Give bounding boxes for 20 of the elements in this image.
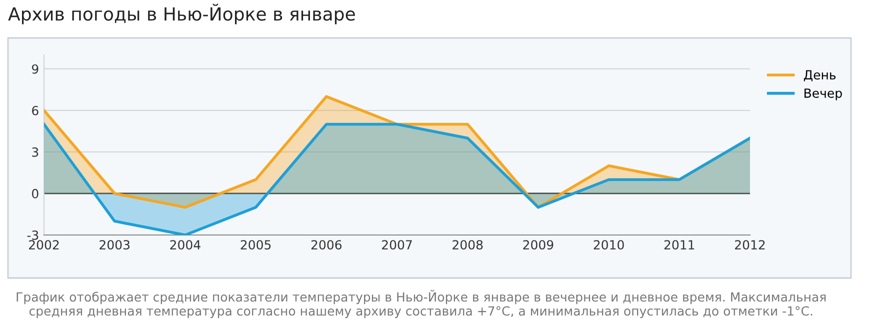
y-tick-label: 3 xyxy=(32,147,38,157)
text: График отображает средние показатели температуры в Нью-Йорке в январе в вечернее и дневное время. Максимальная средняя дневная температура согласно нашему архиву составила +7°C, а минимальная опустилась до отметки -1°C. xyxy=(16,290,826,318)
y-tick-label: 9 xyxy=(32,64,38,74)
legend-label: Вечер xyxy=(804,88,842,100)
y-tick-label: 0 xyxy=(32,188,38,198)
x-tick-label: 2008 xyxy=(452,240,483,250)
x-tick-label: 2007 xyxy=(382,240,412,250)
x-tick-label: 2004 xyxy=(170,240,200,250)
x-tick-label: 2012 xyxy=(735,240,765,250)
x-tick-label: 2010 xyxy=(594,240,624,250)
x-tick-label: 2009 xyxy=(523,240,554,250)
x-tick-label: 2011 xyxy=(664,240,694,250)
y-tick-label: -3 xyxy=(27,230,38,240)
x-tick-label: 2003 xyxy=(100,240,130,250)
x-tick-label: 2005 xyxy=(240,240,271,250)
x-tick-label: 2006 xyxy=(311,240,342,250)
chart-title: Архив погоды в Нью-Йорке в январе xyxy=(8,4,355,24)
x-tick-label: 2002 xyxy=(29,240,59,250)
y-tick-label: 6 xyxy=(32,106,38,116)
legend-label: День xyxy=(804,70,836,82)
